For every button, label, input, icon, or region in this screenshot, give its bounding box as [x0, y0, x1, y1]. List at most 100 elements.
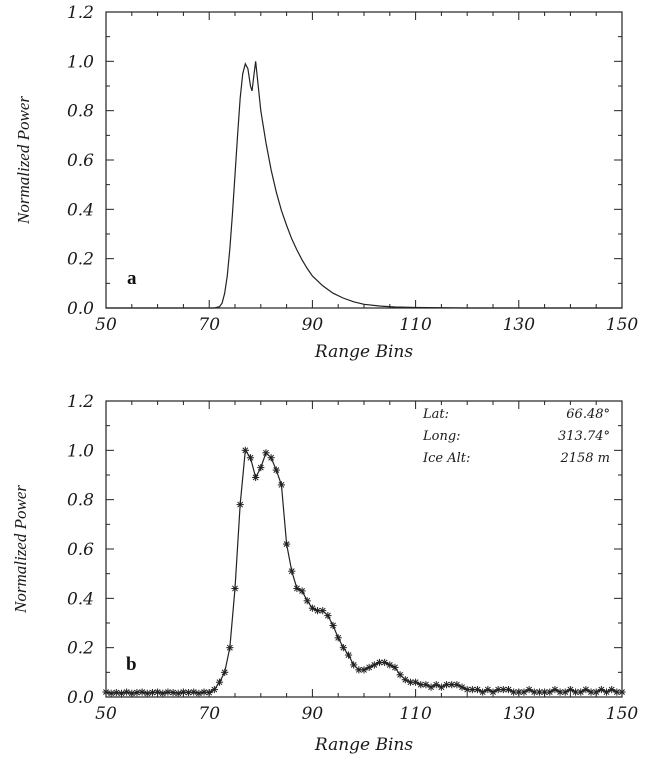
axis-ticks: 50 70 90 110 130 150 0.0 0.2 0.4 0.6 0.8 1.0 1.2 — [67, 392, 638, 724]
data-point-marker — [324, 612, 332, 620]
annotation-lat-key: Lat: — [422, 407, 449, 422]
annotation-ice-alt-key: Ice Alt: — [422, 451, 470, 466]
y-axis-label: Normalized Power — [11, 485, 30, 614]
data-point-marker — [112, 688, 120, 697]
data-point-marker — [406, 678, 415, 686]
data-point-marker — [370, 661, 378, 669]
y-tick-label: 0.8 — [67, 102, 94, 122]
data-point-marker — [489, 688, 497, 696]
data-point-marker — [262, 449, 270, 457]
series-line — [105, 448, 622, 694]
annotation-long-value: 313.74° — [558, 429, 610, 444]
data-point-marker — [283, 540, 291, 548]
y-tick-label: 0.0 — [67, 688, 94, 708]
data-point-marker — [618, 688, 626, 696]
y-tick-label: 0.4 — [67, 200, 94, 220]
data-point-marker — [190, 688, 198, 696]
data-point-marker — [252, 473, 260, 482]
data-point-marker — [365, 663, 373, 671]
data-point-marker — [329, 621, 337, 630]
data-point-marker — [159, 689, 167, 697]
data-point-marker — [334, 634, 342, 642]
panel-label: b — [126, 654, 137, 675]
data-point-marker — [484, 686, 492, 694]
data-point-marker — [241, 446, 249, 454]
data-point-marker — [360, 666, 368, 674]
x-tick-label: 90 — [302, 315, 324, 335]
data-point-marker — [592, 688, 600, 696]
data-point-marker — [174, 689, 182, 697]
data-point-marker — [391, 663, 399, 671]
y-tick-label: 1.2 — [67, 3, 94, 23]
data-point-marker — [143, 689, 151, 697]
data-point-marker — [267, 454, 275, 462]
data-point-marker — [515, 688, 523, 696]
data-point-marker — [453, 681, 461, 689]
y-axis-label: Normalized Power — [14, 96, 33, 225]
y-tick-label: 1.2 — [67, 392, 94, 412]
x-tick-label: 90 — [302, 704, 324, 724]
data-point-marker — [210, 686, 218, 694]
data-point-marker — [169, 688, 177, 697]
data-point-marker — [602, 688, 611, 696]
plot-frame — [105, 11, 623, 309]
data-point-marker — [597, 686, 605, 694]
data-point-marker — [525, 686, 533, 694]
data-point-marker — [308, 604, 316, 612]
data-point-marker — [401, 676, 409, 684]
y-tick-label: 0.4 — [67, 589, 94, 609]
data-point-marker — [468, 686, 476, 694]
data-point-marker — [205, 688, 213, 697]
x-tick-label: 70 — [198, 704, 220, 724]
data-point-marker — [215, 678, 224, 686]
data-point-marker — [520, 688, 528, 696]
data-point-marker — [107, 689, 115, 697]
series-line — [106, 61, 622, 309]
data-point-marker — [200, 688, 208, 696]
data-point-marker — [561, 688, 569, 696]
axis-ticks: 50 70 90 110 130 150 0.0 0.2 0.4 0.6 0.8 1.0 1.2 — [67, 3, 638, 335]
data-point-marker — [504, 686, 513, 694]
chart-panel-a: Normalized Power Range Bins a 50 70 90 110 1… — [14, 3, 638, 362]
data-point-marker — [221, 668, 229, 676]
data-point-marker — [427, 683, 435, 691]
data-point-marker — [277, 481, 286, 489]
x-tick-label: 50 — [95, 704, 117, 724]
data-point-marker — [272, 466, 280, 474]
data-point-marker — [339, 644, 347, 652]
x-axis-label: Range Bins — [314, 735, 413, 755]
chart-panel-b: Normalized Power Range Bins b Lat: 66.48… — [11, 392, 638, 755]
data-point-marker — [236, 501, 244, 509]
data-point-marker — [571, 688, 580, 696]
data-point-marker — [293, 584, 301, 593]
x-tick-label: 130 — [503, 704, 536, 724]
data-point-marker — [350, 661, 358, 669]
data-point-marker — [412, 678, 420, 686]
annotation-lat-value: 66.48° — [566, 407, 610, 422]
data-point-marker — [494, 686, 502, 694]
data-point-marker — [582, 686, 590, 694]
y-tick-label: 0.0 — [67, 299, 94, 319]
annotation-long-key: Long: — [422, 429, 461, 444]
data-point-marker — [442, 681, 451, 689]
data-point-marker — [298, 587, 306, 595]
data-point-marker — [458, 683, 466, 691]
y-tick-label: 0.6 — [67, 151, 94, 171]
x-tick-label: 110 — [399, 704, 432, 724]
data-series — [106, 61, 622, 309]
data-point-marker — [231, 584, 239, 593]
data-point-marker — [246, 454, 255, 462]
data-point-marker — [566, 686, 574, 694]
x-tick-label: 150 — [606, 315, 639, 335]
data-point-marker — [577, 688, 585, 696]
data-point-marker — [288, 567, 296, 575]
data-point-marker — [473, 686, 482, 694]
plot-frame — [105, 400, 623, 698]
data-point-marker — [546, 688, 554, 696]
location-annotation: Lat: 66.48° Long: 313.74° Ice Alt: 2158 … — [422, 407, 610, 466]
data-point-marker — [396, 671, 404, 679]
data-point-marker — [432, 681, 440, 689]
x-tick-label: 130 — [503, 315, 536, 335]
data-point-marker — [164, 688, 172, 696]
